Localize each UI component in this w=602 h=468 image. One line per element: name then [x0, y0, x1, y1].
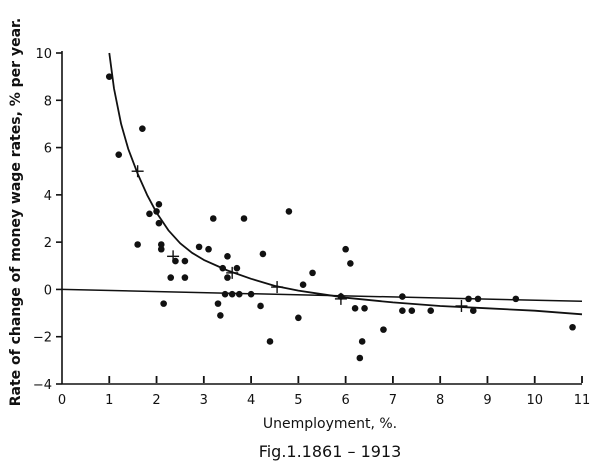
data-point — [224, 274, 231, 281]
x-tick-label: 0 — [58, 393, 66, 408]
x-tick-label: 3 — [200, 393, 208, 408]
trend-line — [61, 288, 583, 302]
x-tick-label: 10 — [526, 393, 543, 408]
data-point — [342, 245, 349, 253]
data-point — [160, 300, 167, 307]
data-point — [155, 201, 163, 208]
data-point — [139, 125, 146, 132]
average-crosses — [131, 165, 468, 312]
data-point — [233, 264, 241, 272]
data-point — [146, 210, 153, 218]
data-point — [224, 253, 231, 260]
data-point — [408, 307, 416, 315]
data-point — [569, 323, 576, 331]
data-point — [351, 305, 359, 312]
data-point — [195, 243, 203, 251]
data-point — [105, 73, 113, 80]
data-point — [356, 354, 364, 362]
y-tick-label: −2 — [33, 331, 52, 346]
y-axis-ticks: −4 −2 0 2 4 6 8 10 — [33, 47, 62, 393]
x-tick-label: 9 — [483, 393, 491, 408]
data-point — [247, 290, 255, 298]
data-point — [295, 314, 302, 322]
x-axis-ticks: 0 1 2 3 4 5 6 7 8 9 10 11 — [58, 376, 590, 408]
data-point — [299, 281, 307, 289]
cross-marker — [167, 250, 180, 263]
data-point — [181, 274, 189, 281]
cross-marker — [271, 281, 284, 294]
data-point — [259, 250, 267, 258]
data-point — [205, 245, 212, 253]
data-point — [235, 290, 243, 298]
data-point — [427, 307, 435, 315]
data-point — [399, 307, 406, 315]
y-tick-label: 4 — [44, 189, 52, 204]
data-point — [155, 219, 163, 227]
figure-caption: Fig.1.1861 – 1913 — [259, 442, 402, 461]
data-point — [257, 302, 264, 310]
y-axis-label: Rate of change of money wage rates, % pe… — [8, 18, 24, 407]
data-point — [157, 245, 165, 253]
data-point — [167, 274, 175, 281]
y-tick-label: 6 — [44, 142, 52, 157]
data-point — [157, 241, 165, 248]
cross-marker — [334, 292, 347, 305]
x-tick-label: 6 — [341, 393, 349, 408]
data-point — [153, 208, 160, 215]
data-point — [347, 260, 354, 267]
data-point — [172, 257, 179, 265]
cross-marker — [226, 266, 239, 279]
y-tick-label: 2 — [44, 236, 52, 251]
data-point — [240, 215, 248, 222]
data-point — [358, 338, 366, 345]
x-axis-label: Unemployment, %. — [263, 416, 397, 432]
data-point — [228, 290, 236, 298]
data-point — [221, 290, 229, 298]
data-point — [465, 295, 472, 303]
data-point — [134, 241, 141, 248]
data-point — [399, 293, 406, 300]
x-tick-label: 8 — [436, 393, 444, 408]
x-tick-label: 5 — [294, 393, 302, 408]
x-tick-label: 7 — [389, 393, 397, 408]
cross-marker — [455, 299, 468, 312]
data-point — [512, 295, 520, 303]
data-point — [474, 295, 482, 303]
data-point — [361, 305, 368, 312]
data-point — [380, 326, 387, 333]
x-tick-label: 4 — [247, 393, 255, 408]
data-point — [214, 300, 222, 307]
data-point — [209, 215, 217, 222]
data-point — [266, 338, 274, 345]
x-tick-label: 2 — [152, 393, 160, 408]
y-tick-label: 8 — [44, 94, 52, 109]
data-point — [309, 269, 316, 277]
y-tick-label: 0 — [44, 283, 52, 298]
scatter-points — [105, 73, 576, 362]
data-point — [285, 208, 293, 215]
data-point — [469, 307, 477, 315]
cross-marker — [131, 165, 144, 178]
fitted-curve — [108, 52, 583, 316]
x-tick-label: 1 — [105, 393, 113, 408]
fitted-lines — [61, 52, 583, 316]
data-point — [181, 257, 189, 265]
axes — [61, 51, 582, 385]
y-tick-label: 10 — [35, 47, 52, 62]
data-point — [115, 151, 123, 158]
x-tick-label: 11 — [574, 393, 591, 408]
y-tick-label: −4 — [33, 378, 52, 393]
data-point — [217, 312, 224, 319]
data-point — [219, 264, 227, 272]
